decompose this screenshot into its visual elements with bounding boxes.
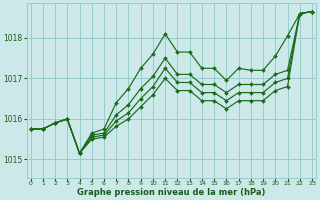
X-axis label: Graphe pression niveau de la mer (hPa): Graphe pression niveau de la mer (hPa) (77, 188, 266, 197)
